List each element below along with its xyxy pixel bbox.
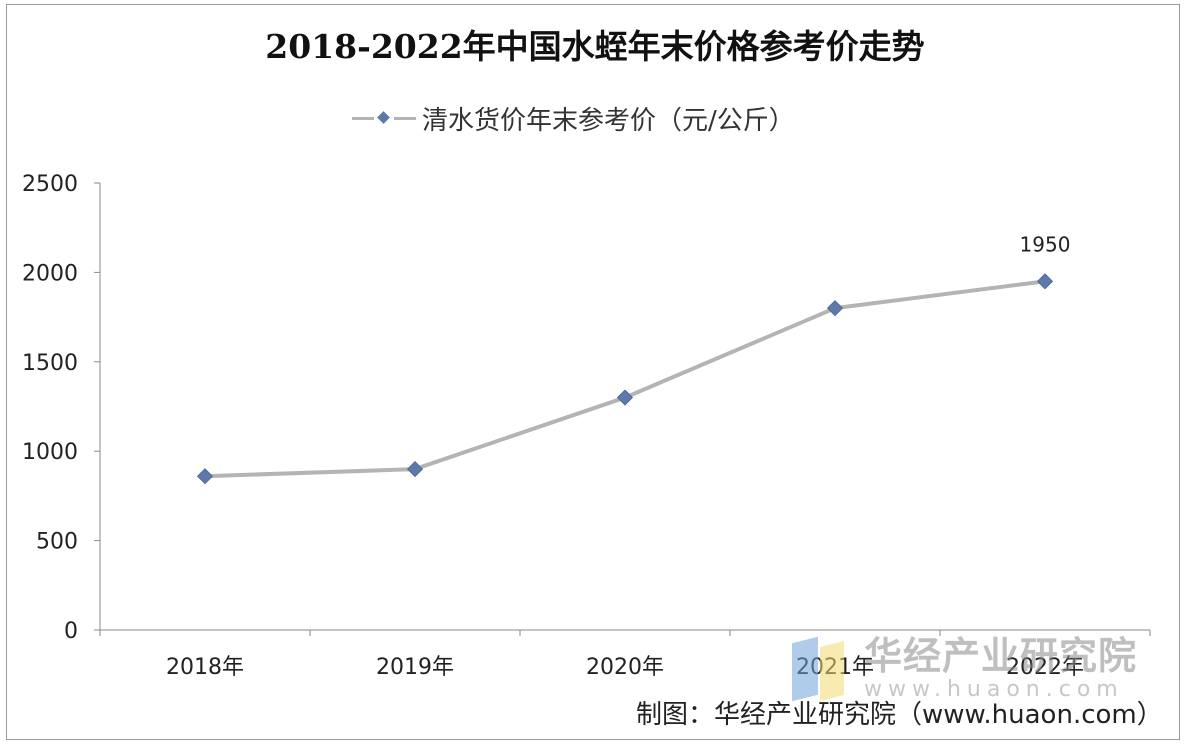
watermark-logo-icon	[788, 634, 852, 702]
data-point-marker	[1036, 273, 1054, 290]
y-tick-label: 0	[64, 619, 78, 644]
data-point-marker	[196, 468, 214, 485]
chart-title: 2018-2022年中国水蛭年末价格参考价走势	[265, 27, 925, 66]
source-note: 制图：华经产业研究院（www.huaon.com）	[636, 700, 1163, 730]
watermark-url: www.huaon.com	[864, 677, 1124, 702]
legend: 清水货价年末参考价（元/公斤）	[352, 98, 795, 138]
x-tick-label: 2018年	[166, 655, 244, 680]
x-tick-label: 2020年	[586, 655, 664, 680]
x-tick-label: 2019年	[376, 655, 454, 680]
y-tick-label: 2000	[22, 261, 78, 286]
legend-label: 清水货价年末参考价（元/公斤）	[422, 105, 795, 136]
legend-line-icon	[352, 108, 416, 128]
chart-frame	[6, 4, 1180, 740]
data-point-marker	[406, 461, 424, 478]
y-tick-label: 500	[36, 530, 78, 555]
data-point-marker	[826, 300, 844, 317]
watermark-name: 华经产业研究院	[864, 634, 1138, 678]
y-tick-label: 1500	[22, 351, 78, 376]
watermark: 华经产业研究院 www.huaon.com	[788, 634, 1137, 702]
data-point-marker	[616, 389, 634, 406]
series-line	[203, 279, 1047, 479]
x-tick-label: 2022年	[1006, 655, 1084, 680]
y-tick-label: 2500	[22, 172, 78, 197]
y-tick-label: 1000	[22, 440, 78, 465]
data-label: 1950	[1020, 232, 1071, 256]
